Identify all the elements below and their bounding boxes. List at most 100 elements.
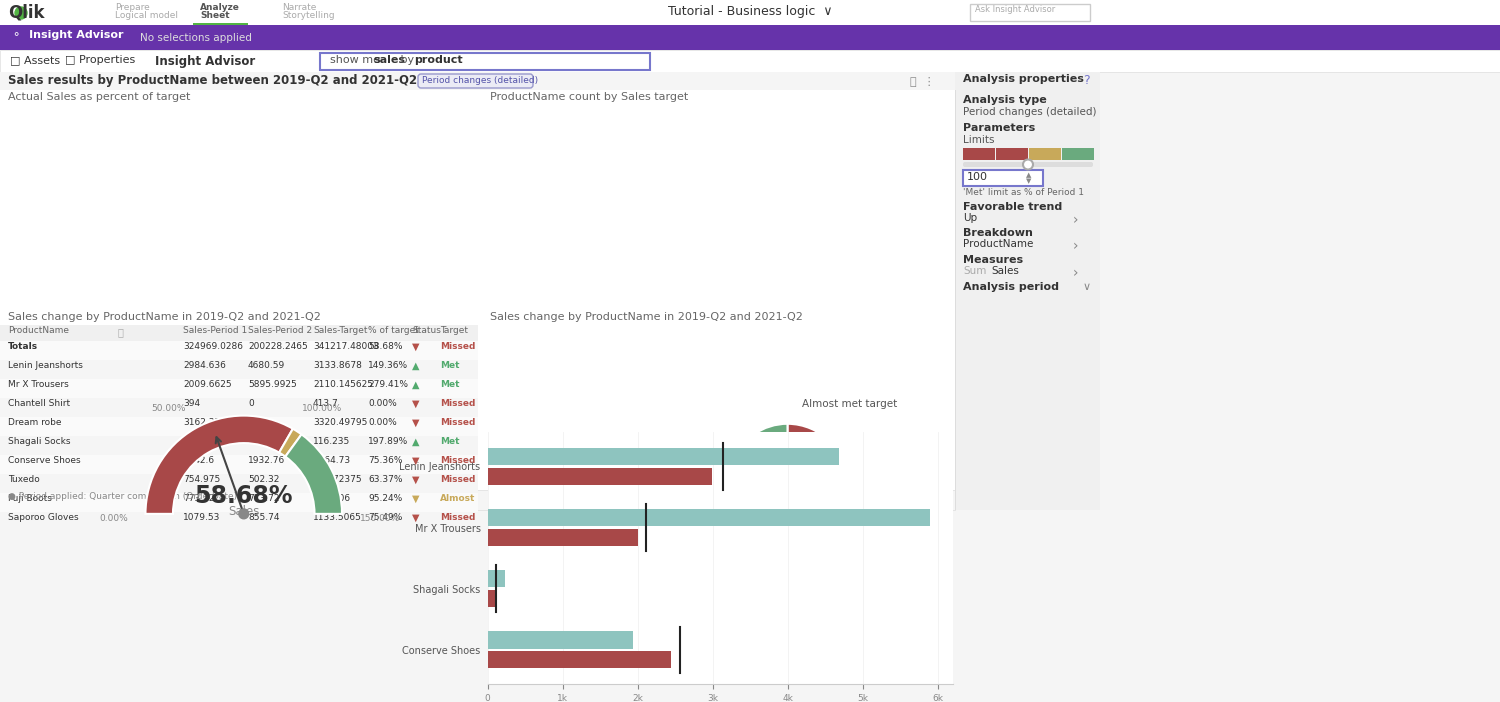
Circle shape bbox=[238, 509, 249, 519]
Text: 0: 0 bbox=[248, 399, 254, 408]
Text: Sales results by ProductName between 2019-Q2 and 2021-Q2: Sales results by ProductName between 201… bbox=[8, 74, 417, 87]
Text: Missed: Missed bbox=[440, 456, 476, 465]
FancyBboxPatch shape bbox=[0, 310, 956, 510]
Text: Analysis properties: Analysis properties bbox=[963, 74, 1084, 84]
Circle shape bbox=[1023, 159, 1034, 169]
Text: 149.36%: 149.36% bbox=[368, 361, 408, 370]
Text: 2984.636: 2984.636 bbox=[183, 361, 226, 370]
FancyBboxPatch shape bbox=[0, 50, 1500, 72]
Text: ?: ? bbox=[1083, 74, 1089, 87]
Text: Met: Met bbox=[440, 437, 459, 446]
Text: sales: sales bbox=[374, 55, 405, 65]
Text: ▲: ▲ bbox=[413, 361, 420, 371]
Text: Add to new sheet: Add to new sheet bbox=[810, 494, 889, 503]
Text: ›: › bbox=[1072, 213, 1078, 227]
Text: Logical model: Logical model bbox=[116, 11, 178, 20]
Wedge shape bbox=[285, 435, 342, 514]
FancyBboxPatch shape bbox=[0, 360, 478, 379]
Text: ∨: ∨ bbox=[1083, 282, 1090, 292]
Bar bbox=[488, 651, 670, 668]
Text: Missed: Missed bbox=[440, 513, 476, 522]
Text: 792.72375: 792.72375 bbox=[314, 475, 362, 484]
Text: Almost: Almost bbox=[440, 494, 476, 503]
Text: Shagali Socks: Shagali Socks bbox=[8, 437, 70, 446]
FancyBboxPatch shape bbox=[963, 162, 1094, 167]
Text: ▼: ▼ bbox=[413, 494, 420, 504]
Text: 4680.59: 4680.59 bbox=[248, 361, 285, 370]
Text: Conserve Shoes: Conserve Shoes bbox=[8, 456, 81, 465]
Text: 150.00%: 150.00% bbox=[360, 514, 401, 523]
Text: 5895.9925: 5895.9925 bbox=[248, 380, 297, 389]
Text: 1079.53: 1079.53 bbox=[183, 513, 220, 522]
Text: ▲: ▲ bbox=[1026, 172, 1032, 178]
Text: 324969.0286: 324969.0286 bbox=[183, 342, 243, 351]
Text: ›: › bbox=[1072, 239, 1078, 253]
Text: Sales change by ProductName in 2019-Q2 and 2021-Q2: Sales change by ProductName in 2019-Q2 a… bbox=[8, 312, 321, 322]
Text: ● Period applied: Quarter comparison (OrderDate): ● Period applied: Quarter comparison (Or… bbox=[8, 492, 237, 501]
Text: Sales change by ProductName in 2019-Q2 and 2021-Q2: Sales change by ProductName in 2019-Q2 a… bbox=[490, 312, 802, 322]
Text: Sales-Target: Sales-Target bbox=[314, 326, 368, 335]
Text: ▼: ▼ bbox=[413, 399, 420, 409]
FancyBboxPatch shape bbox=[0, 490, 956, 510]
Text: 'Met' limit as % of Period 1: 'Met' limit as % of Period 1 bbox=[963, 188, 1084, 197]
Text: ▼: ▼ bbox=[413, 418, 420, 428]
Text: Totals: Totals bbox=[8, 342, 38, 351]
Text: 75.36%: 75.36% bbox=[368, 456, 402, 465]
Text: Period changes (detailed): Period changes (detailed) bbox=[422, 76, 538, 85]
Text: 812.406: 812.406 bbox=[314, 494, 350, 503]
Text: 58.68%: 58.68% bbox=[368, 342, 402, 351]
Text: 754.975: 754.975 bbox=[183, 475, 220, 484]
Text: ⛶  ⋮: ⛶ ⋮ bbox=[910, 76, 934, 86]
Text: Analyze: Analyze bbox=[200, 3, 240, 12]
FancyBboxPatch shape bbox=[0, 0, 1500, 25]
FancyBboxPatch shape bbox=[0, 90, 956, 310]
Text: Favorable trend: Favorable trend bbox=[963, 202, 1062, 212]
Text: ▼: ▼ bbox=[413, 475, 420, 485]
Text: 2564.73: 2564.73 bbox=[314, 456, 350, 465]
Text: ▼: ▼ bbox=[413, 342, 420, 352]
Text: 279.41%: 279.41% bbox=[368, 380, 408, 389]
FancyBboxPatch shape bbox=[0, 50, 1500, 72]
Text: Met target: Met target bbox=[684, 445, 738, 456]
Text: 29: 29 bbox=[746, 464, 764, 477]
Text: 110.7: 110.7 bbox=[183, 437, 209, 446]
Text: ›: › bbox=[1072, 266, 1078, 280]
Text: Sheet: Sheet bbox=[200, 11, 230, 20]
Text: Dream robe: Dream robe bbox=[8, 418, 62, 427]
FancyBboxPatch shape bbox=[996, 148, 1028, 160]
Text: Up: Up bbox=[963, 213, 976, 223]
FancyBboxPatch shape bbox=[0, 379, 478, 398]
Bar bbox=[488, 448, 838, 465]
Text: Missed: Missed bbox=[440, 475, 476, 484]
Text: Limits: Limits bbox=[963, 135, 994, 145]
FancyBboxPatch shape bbox=[0, 398, 478, 417]
Text: 75.49%: 75.49% bbox=[368, 513, 402, 522]
FancyBboxPatch shape bbox=[1062, 148, 1094, 160]
FancyBboxPatch shape bbox=[956, 72, 1100, 90]
Text: Parameters: Parameters bbox=[963, 123, 1035, 133]
Text: Analysis type: Analysis type bbox=[963, 95, 1047, 105]
FancyBboxPatch shape bbox=[730, 493, 784, 508]
Text: 413.7: 413.7 bbox=[314, 399, 339, 408]
Text: 0: 0 bbox=[248, 418, 254, 427]
Text: Ask Insight Advisor: Ask Insight Advisor bbox=[975, 5, 1056, 14]
Text: ▼: ▼ bbox=[413, 456, 420, 466]
Text: 3133.8678: 3133.8678 bbox=[314, 361, 362, 370]
FancyBboxPatch shape bbox=[0, 25, 1500, 50]
Text: by: by bbox=[398, 55, 417, 65]
Text: Insight Advisor: Insight Advisor bbox=[154, 55, 255, 68]
Text: Sales-Period 2: Sales-Period 2 bbox=[248, 326, 312, 335]
Text: Sales: Sales bbox=[992, 266, 1018, 276]
Text: Saporoo Gloves: Saporoo Gloves bbox=[8, 513, 78, 522]
Text: 100: 100 bbox=[968, 172, 988, 182]
Text: 341217.48003: 341217.48003 bbox=[314, 342, 378, 351]
Text: No selections applied: No selections applied bbox=[140, 33, 252, 43]
Text: Almost met target: Almost met target bbox=[801, 399, 897, 409]
Text: 116.235: 116.235 bbox=[314, 437, 350, 446]
Text: Sales: Sales bbox=[228, 505, 260, 518]
FancyBboxPatch shape bbox=[970, 4, 1090, 21]
FancyBboxPatch shape bbox=[320, 53, 650, 70]
Text: 50.00%: 50.00% bbox=[152, 404, 186, 413]
FancyBboxPatch shape bbox=[1029, 148, 1060, 160]
Text: 1133.5065: 1133.5065 bbox=[314, 513, 362, 522]
